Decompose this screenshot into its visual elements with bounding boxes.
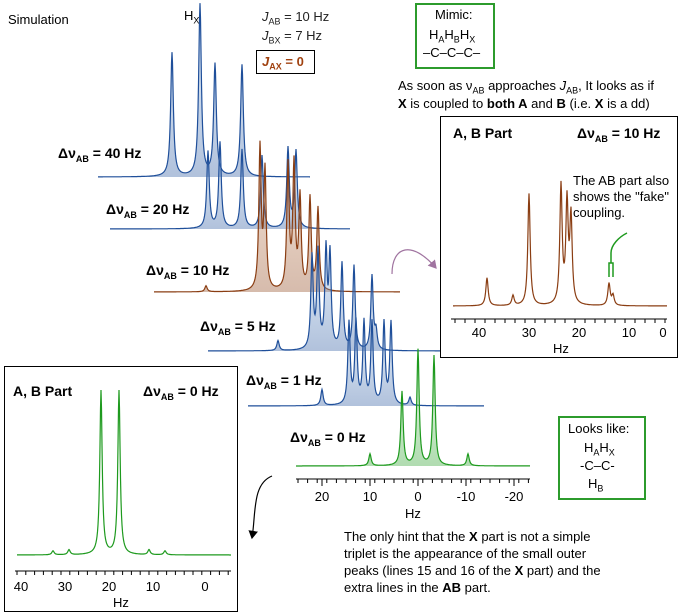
- inset-right-title: A, B Part: [453, 125, 513, 141]
- looks-like-box: Looks like: HAHX -C–C- HB: [558, 416, 646, 500]
- curved-arrow-to-left-inset: [248, 475, 273, 540]
- inset-left-unit: Hz: [113, 595, 129, 610]
- inset-left-tick-label: 0: [201, 579, 208, 594]
- inset-left-title: A, B Part: [13, 383, 73, 399]
- inset-right-tick-label: 30: [522, 325, 536, 340]
- inset-right-delta: ΔνAB = 10 Hz: [577, 125, 661, 144]
- main-axis-tick-label: -10: [456, 489, 476, 504]
- trace-40: [98, 3, 310, 178]
- main-axis-tick-label: -20: [504, 489, 524, 504]
- inset-left-spectrum: 40 30 20 10 0 Hz: [14, 389, 231, 610]
- inset-right-tick-label: 0: [659, 325, 666, 340]
- inset-left-tick-label: 20: [102, 579, 116, 594]
- looks-like-hydrogens: HAHX: [584, 440, 615, 458]
- inset-right-spectrum: 40 30 20 10 0 Hz: [451, 180, 667, 356]
- fake-coupling-bracket: [608, 232, 628, 277]
- approach-text-line1: As soon as νAB approaches JAB, It looks …: [398, 78, 655, 96]
- inset-left-delta: ΔνAB = 0 Hz: [143, 383, 219, 402]
- inset-left-tick-label: 30: [58, 579, 72, 594]
- trace-label-5: ΔνAB = 5 Hz: [200, 318, 276, 337]
- trace-label-20: ΔνAB = 20 Hz: [106, 201, 190, 220]
- mimic-hydrogens: HAHBHX: [429, 27, 476, 45]
- trace-label-1: ΔνAB = 1 Hz: [246, 372, 322, 391]
- mimic-title: Mimic:: [435, 7, 473, 22]
- simulation-label: Simulation: [8, 12, 69, 27]
- main-axis-unit: Hz: [405, 506, 421, 521]
- inset-left-tick-label: 10: [146, 579, 160, 594]
- trace-5: [208, 240, 440, 352]
- trace-1: [248, 317, 484, 407]
- mimic-chain: –C–C–C–: [423, 45, 481, 60]
- looks-like-chain: -C–C-: [580, 458, 615, 473]
- main-axis-tick-label: 10: [362, 489, 378, 504]
- jab-param: JAB = 10 Hz: [262, 9, 330, 27]
- inset-right-tick-label: 10: [622, 325, 636, 340]
- inset-right-tick-label: 20: [572, 325, 586, 340]
- jax-param-box: JAX = 0: [256, 50, 315, 74]
- inset-right-note: The AB part also shows the "fake" coupli…: [573, 173, 670, 221]
- approach-text-line2: X is coupled to both A and B (i.e. X is …: [398, 96, 650, 111]
- inset-right-tick-label: 40: [472, 325, 486, 340]
- inset-left-panel: A, B Part ΔνAB = 0 Hz 40 30 20 10 0 Hz: [4, 366, 238, 612]
- jax-param: JAX = 0: [262, 54, 304, 72]
- inset-left-tick-label: 40: [14, 579, 28, 594]
- inset-right-trace: [453, 180, 667, 307]
- trace-10: [154, 140, 400, 293]
- main-x-axis: [296, 478, 530, 486]
- hx-peak-label: HX: [184, 8, 200, 26]
- inset-left-trace: [17, 389, 231, 556]
- looks-like-title: Looks like:: [568, 421, 630, 436]
- main-axis-tick-label: 20: [314, 489, 330, 504]
- trace-0: [296, 348, 530, 467]
- footer-text: The only hint that the X part is not a s…: [344, 529, 601, 595]
- main-axis-tick-label: 0: [414, 489, 422, 504]
- trace-label-10: ΔνAB = 10 Hz: [146, 262, 230, 281]
- trace-label-0: ΔνAB = 0 Hz: [290, 429, 366, 448]
- trace-label-40: ΔνAB = 40 Hz: [58, 145, 142, 164]
- looks-like-bottom: HB: [588, 476, 604, 494]
- mimic-box: Mimic: HAHBHX –C–C–C–: [415, 3, 495, 69]
- curved-arrow-to-inset: [391, 249, 437, 275]
- inset-right-panel: A, B Part ΔνAB = 10 Hz The AB part also …: [440, 116, 678, 358]
- jbx-param: JBX = 7 Hz: [262, 28, 323, 46]
- inset-right-unit: Hz: [553, 341, 569, 356]
